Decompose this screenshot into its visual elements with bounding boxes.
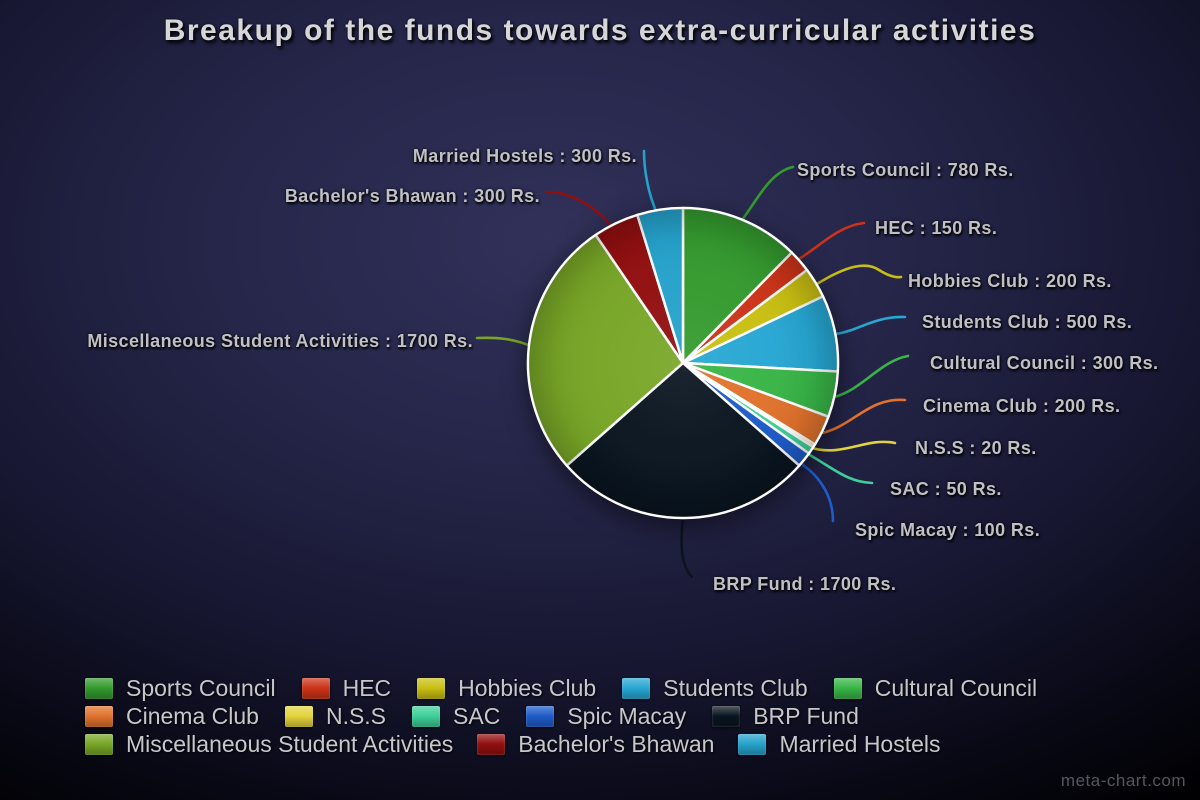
legend-label: Sports Council [126, 674, 276, 701]
legend-row: Sports Council HEC Hobbies Club Students Cl… [85, 674, 1165, 702]
legend-swatch [417, 677, 446, 699]
legend-swatch [412, 705, 441, 727]
leader-line-brp-fund [680, 517, 694, 579]
legend-item-cinema-club: Cinema Club [85, 703, 259, 730]
legend-swatch [301, 677, 330, 699]
legend-label: Hobbies Club [458, 674, 597, 701]
legend-label: Spic Macay [567, 702, 687, 729]
legend-row: Miscellaneous Student Activities Bachelor… [85, 730, 1165, 758]
pie-wedges [526, 206, 840, 520]
legend-swatch [284, 705, 313, 727]
chart-title: Breakup of the funds towards extra-curri… [163, 14, 1037, 47]
callout-miscellaneous-student-activities: Miscellaneous Student Activities : 1700 … [87, 331, 473, 351]
leader-line-miscellaneous-student-activities [475, 336, 533, 348]
legend-swatch [477, 733, 506, 755]
legend-label: Married Hostels [779, 730, 941, 757]
legend-swatch [85, 705, 113, 727]
legend-label: Cultural Council [874, 674, 1038, 701]
leader-line-students-club [834, 315, 907, 336]
legend-swatch [85, 733, 113, 755]
watermark-meta-chart: meta-chart.com [1060, 771, 1186, 790]
callout-spic-macay: Spic Macay : 100 Rs. [855, 520, 1041, 540]
callout-hobbies-club: Hobbies Club : 200 Rs. [908, 271, 1112, 291]
legend-item-students-club: Students Club [622, 674, 808, 702]
legend-label: Bachelor's Bhawan [518, 730, 715, 757]
legend-label: Miscellaneous Student Activities [126, 730, 454, 757]
legend-label: SAC [453, 702, 501, 729]
legend-item-hobbies-club: Hobbies Club [417, 675, 596, 702]
legend-item-n-s-s: N.S.S [284, 702, 387, 730]
callout-bachelor-s-bhawan: Bachelor's Bhawan : 300 Rs. [284, 186, 540, 206]
legend-swatch [833, 677, 862, 699]
legend-item-sports-council: Sports Council [85, 675, 276, 702]
leader-line-sports-council [740, 165, 795, 222]
callout-cultural-council: Cultural Council : 300 Rs. [930, 353, 1159, 373]
legend-label: Cinema Club [126, 702, 259, 729]
callout-brp-fund: BRP Fund : 1700 Rs. [713, 574, 897, 594]
leader-line-cinema-club [820, 398, 907, 435]
legend-item-hec: HEC [301, 674, 392, 702]
legend-item-cultural-council: Cultural Council [833, 674, 1038, 702]
leader-line-hec [797, 221, 866, 261]
chart-legend: Sports Council HEC Hobbies Club Students Cl… [85, 674, 1165, 758]
leader-line-cultural-council [832, 354, 910, 399]
leader-line-bachelor-s-bhawan [545, 190, 614, 229]
legend-item-spic-macay: Spic Macay [526, 703, 686, 730]
leader-line-married-hostels [642, 149, 659, 215]
legend-label: N.S.S [325, 702, 387, 729]
callout-married-hostels: Married Hostels : 300 Rs. [412, 146, 637, 166]
legend-row: Cinema Club N.S.S SAC Spic Macay BRP Fund [85, 702, 1165, 730]
callout-sports-council: Sports Council : 780 Rs. [797, 160, 1014, 180]
leader-line-spic-macay [798, 461, 835, 523]
legend-swatch [738, 733, 767, 755]
legend-swatch [526, 705, 555, 727]
callout-sac: SAC : 50 Rs. [890, 479, 1002, 499]
leader-line-hobbies-club [815, 264, 903, 286]
legend-item-brp-fund: BRP Fund [712, 703, 859, 730]
legend-swatch [622, 677, 651, 699]
legend-swatch [85, 677, 113, 699]
legend-item-sac: SAC [412, 703, 500, 730]
callout-hec: HEC : 150 Rs. [875, 218, 998, 238]
callout-students-club: Students Club : 500 Rs. [922, 312, 1133, 332]
legend-swatch [712, 705, 741, 727]
legend-label: Students Club [663, 674, 808, 701]
leader-line-n-s-s [810, 440, 897, 452]
callout-cinema-club: Cinema Club : 200 Rs. [923, 396, 1121, 416]
legend-item-miscellaneous-student-activities: Miscellaneous Student Activities [85, 731, 453, 758]
callout-n-s-s: N.S.S : 20 Rs. [915, 438, 1037, 458]
legend-item-bachelor-s-bhawan: Bachelor's Bhawan [477, 731, 714, 758]
legend-label: BRP Fund [753, 702, 859, 729]
legend-item-married-hostels: Married Hostels [738, 730, 941, 758]
legend-label: HEC [342, 674, 392, 701]
